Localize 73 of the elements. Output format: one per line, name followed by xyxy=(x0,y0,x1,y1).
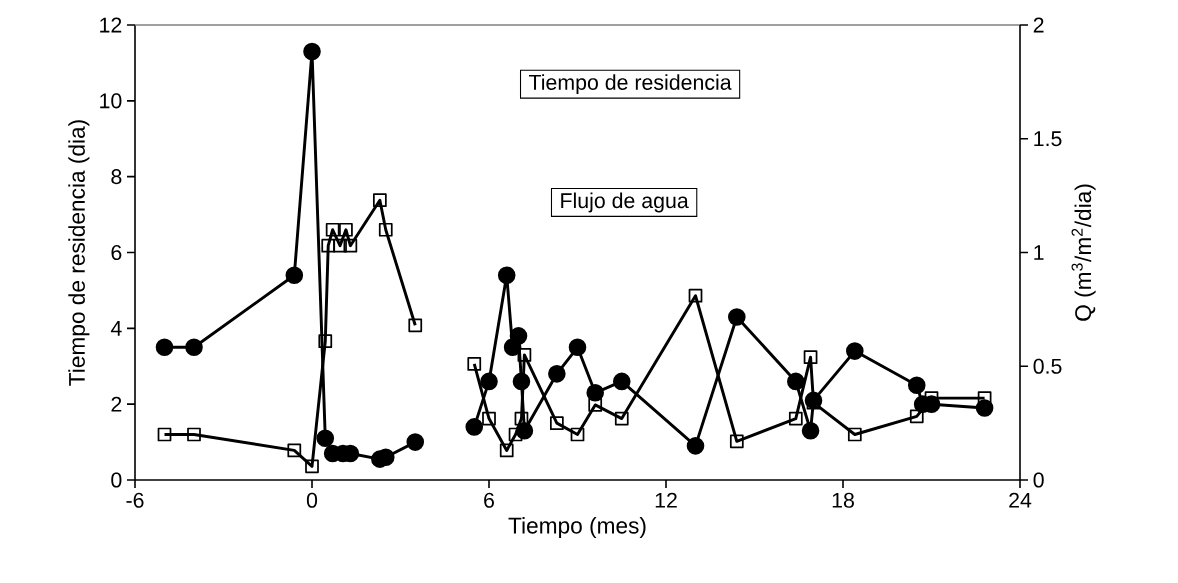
point xyxy=(372,193,387,208)
point xyxy=(482,411,496,426)
x-tick-label: 24 xyxy=(1009,492,1032,508)
point xyxy=(548,365,566,383)
y-tick-label: 6 xyxy=(111,244,122,261)
point xyxy=(318,334,333,349)
y2-axis-title: Q (m$^{3}$/m$^{2}$/dia) xyxy=(1071,184,1096,321)
point xyxy=(729,434,744,449)
point xyxy=(285,266,304,285)
point xyxy=(467,357,482,371)
x-tick-label: -6 xyxy=(126,492,144,508)
y2-tick-label: 2 xyxy=(1033,17,1044,33)
point xyxy=(728,308,746,326)
y-tick-label: 4 xyxy=(110,320,122,336)
point xyxy=(688,288,703,303)
point xyxy=(155,338,174,357)
point xyxy=(187,427,201,442)
point xyxy=(509,327,528,345)
point xyxy=(803,350,818,365)
y2-tick-label: 0.5 xyxy=(1033,358,1062,374)
point xyxy=(497,266,516,285)
x-tick-label: 0 xyxy=(306,492,318,508)
point xyxy=(549,416,564,430)
point xyxy=(847,427,862,442)
point xyxy=(568,338,587,357)
point xyxy=(909,409,924,424)
point xyxy=(801,421,820,440)
point xyxy=(508,427,523,442)
point xyxy=(339,222,353,237)
point xyxy=(977,391,992,405)
x-tick-label: 12 xyxy=(655,492,677,508)
point xyxy=(343,238,358,253)
point xyxy=(586,383,605,402)
point xyxy=(907,376,926,395)
point xyxy=(517,348,532,362)
point xyxy=(325,222,340,237)
point xyxy=(846,342,864,360)
x-tick-label: 6 xyxy=(484,492,494,508)
point xyxy=(514,411,529,426)
point xyxy=(588,398,603,412)
point xyxy=(305,459,319,474)
y-tick-label: 0 xyxy=(111,472,122,488)
y-tick-label: 10 xyxy=(100,93,122,109)
point xyxy=(157,427,172,442)
y-axis-title: Tiempo de residencia (dia) xyxy=(68,120,90,386)
point xyxy=(316,429,335,448)
point xyxy=(686,437,705,455)
point xyxy=(570,427,585,442)
text: Tiempo de residencia xyxy=(528,74,732,95)
point xyxy=(408,318,423,333)
y-tick-label: 8 xyxy=(111,169,122,185)
point xyxy=(499,443,514,458)
point xyxy=(333,238,347,253)
point xyxy=(480,372,498,391)
y2-tick-label: 0 xyxy=(1033,472,1044,488)
text: Flujo de agua xyxy=(561,192,689,213)
point xyxy=(788,411,803,426)
x-axis-title: Tiempo (mes) xyxy=(508,516,646,539)
y-tick-label: 2 xyxy=(111,396,122,412)
point xyxy=(185,338,203,357)
point xyxy=(614,411,629,426)
point xyxy=(787,372,805,391)
point xyxy=(303,42,321,61)
point xyxy=(612,372,631,391)
point xyxy=(465,418,484,436)
point xyxy=(287,443,302,458)
y-tick-label: 12 xyxy=(100,17,122,33)
point xyxy=(406,433,425,451)
y2-tick-label: 1.5 xyxy=(1034,131,1062,147)
x-tick-label: 18 xyxy=(832,492,854,508)
point xyxy=(378,222,393,237)
y2-tick-label: 1 xyxy=(1034,245,1044,260)
point xyxy=(321,238,336,253)
